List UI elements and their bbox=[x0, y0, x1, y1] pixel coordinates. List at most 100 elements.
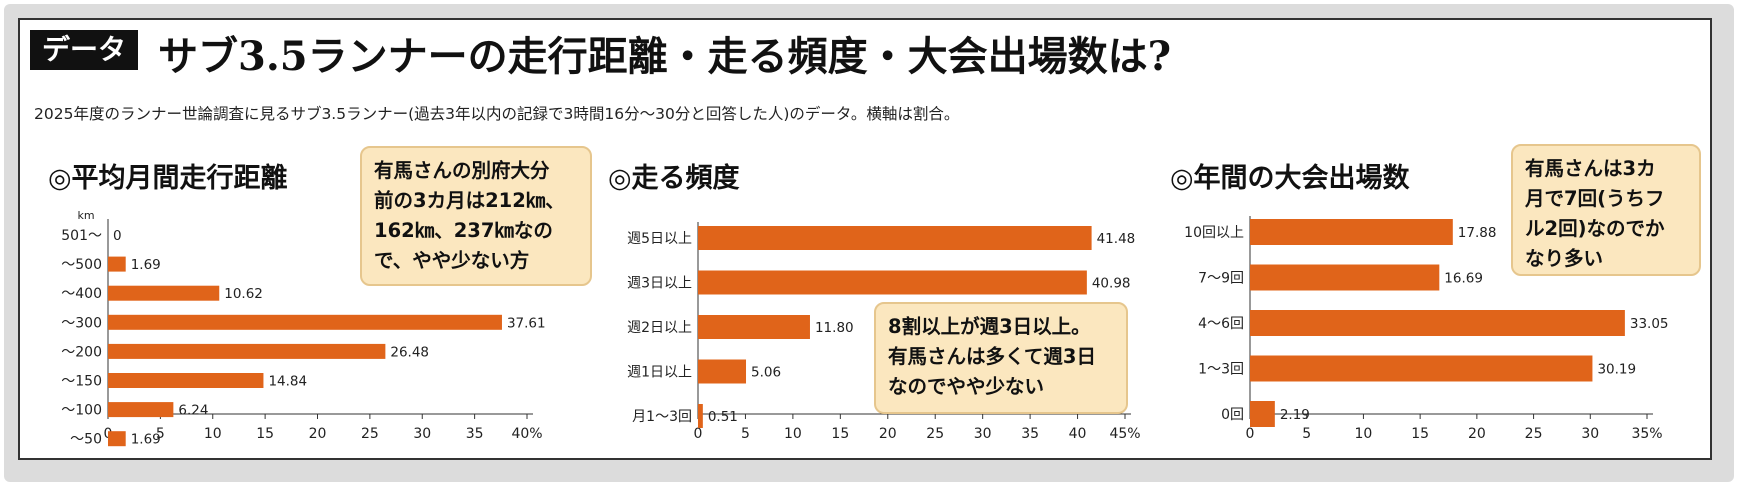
x-tick-label: 40% bbox=[511, 426, 542, 442]
x-tick-label: 20 bbox=[309, 426, 327, 442]
data-label: 2.19 bbox=[1280, 407, 1310, 423]
x-tick-label: 15 bbox=[831, 426, 849, 442]
x-tick-label: 30 bbox=[974, 426, 992, 442]
data-label: 6.24 bbox=[178, 403, 208, 419]
x-tick-label: 20 bbox=[879, 426, 897, 442]
x-tick-label: 10 bbox=[784, 426, 802, 442]
category-label: 〜200 bbox=[61, 344, 102, 360]
category-label: 〜100 bbox=[61, 403, 102, 419]
unit-label: km bbox=[77, 209, 94, 222]
category-label: 月1〜3回 bbox=[632, 409, 692, 425]
bar bbox=[108, 431, 126, 447]
category-label: 4〜6回 bbox=[1198, 316, 1244, 332]
category-label: 週1日以上 bbox=[627, 365, 692, 381]
data-tag: データ bbox=[30, 30, 139, 70]
x-tick-label: 0 bbox=[694, 426, 703, 442]
x-tick-label: 5 bbox=[741, 426, 750, 442]
callout-distance: 有馬さんの別府大分 前の3カ月は212㎞、 162㎞、237㎞なの で、やや少ない方 bbox=[360, 146, 592, 286]
category-label: 〜150 bbox=[61, 374, 102, 390]
data-label: 0.51 bbox=[708, 409, 738, 425]
data-label: 41.48 bbox=[1097, 231, 1136, 247]
bar bbox=[698, 270, 1087, 295]
data-label: 10.62 bbox=[224, 286, 263, 302]
chart-title-races: ◎年間の大会出場数 bbox=[1170, 163, 1410, 194]
callout-line: 有馬さんは3カ bbox=[1525, 157, 1656, 180]
category-label: 週2日以上 bbox=[627, 320, 692, 336]
bar bbox=[108, 285, 220, 301]
x-tick-label: 25 bbox=[1525, 426, 1543, 442]
page-title: サブ3.5ランナーの走行距離・走る頻度・大会出場数は? bbox=[158, 33, 1172, 80]
page-subtitle: 2025年度のランナー世論調査に見るサブ3.5ランナー(過去3年以内の記録で3時… bbox=[34, 105, 960, 123]
x-tick-label: 30 bbox=[1581, 426, 1599, 442]
bar bbox=[698, 359, 747, 384]
callout-line: 前の3カ月は212㎞、 bbox=[374, 189, 565, 212]
callout-line: 162㎞、237㎞なの bbox=[374, 219, 553, 242]
data-label: 26.48 bbox=[390, 344, 429, 360]
data-label: 33.05 bbox=[1630, 316, 1669, 332]
x-tick-label: 15 bbox=[256, 426, 274, 442]
chart-title-frequency: ◎走る頻度 bbox=[608, 163, 740, 194]
bar bbox=[1250, 264, 1440, 291]
x-tick-label: 40 bbox=[1069, 426, 1087, 442]
x-tick-label: 5 bbox=[156, 426, 165, 442]
category-label: 〜400 bbox=[61, 286, 102, 302]
data-label: 16.69 bbox=[1444, 271, 1483, 287]
bar bbox=[108, 402, 174, 418]
x-tick-label: 10 bbox=[204, 426, 222, 442]
data-label: 0 bbox=[113, 228, 122, 244]
data-label: 40.98 bbox=[1092, 276, 1131, 292]
x-tick-label: 15 bbox=[1411, 426, 1429, 442]
callout-races: 有馬さんは3カ 月で7回(うちフ ル2回)なのでか なり多い bbox=[1511, 144, 1701, 276]
callout-line: ル2回)なのでか bbox=[1525, 217, 1665, 240]
bar bbox=[108, 373, 264, 388]
data-label: 1.69 bbox=[131, 257, 161, 273]
x-tick-label: 30 bbox=[413, 426, 431, 442]
callout-frequency: 8割以上が週3日以上。 有馬さんは多くて週3日 なのでやや少ない bbox=[874, 302, 1128, 414]
x-tick-label: 0 bbox=[1246, 426, 1255, 442]
bar bbox=[108, 314, 502, 330]
callout-line: 月で7回(うちフ bbox=[1525, 187, 1665, 210]
category-label: 〜500 bbox=[61, 257, 102, 273]
bar bbox=[108, 343, 386, 359]
bar bbox=[1250, 310, 1625, 336]
data-label: 17.88 bbox=[1458, 225, 1497, 241]
category-label: 〜50 bbox=[70, 432, 102, 448]
category-label: 7〜9回 bbox=[1198, 271, 1244, 287]
callout-line: なり多い bbox=[1525, 247, 1604, 270]
data-label: 30.19 bbox=[1597, 362, 1636, 378]
category-label: 週5日以上 bbox=[627, 231, 692, 247]
bar bbox=[698, 404, 703, 428]
x-tick-label: 5 bbox=[1302, 426, 1311, 442]
data-label: 14.84 bbox=[268, 374, 307, 390]
x-tick-label: 10 bbox=[1355, 426, 1373, 442]
x-tick-label: 35 bbox=[466, 426, 484, 442]
x-tick-label: 20 bbox=[1468, 426, 1486, 442]
data-label: 5.06 bbox=[751, 365, 781, 381]
data-label: 11.80 bbox=[815, 320, 854, 336]
data-label: 1.69 bbox=[131, 432, 161, 448]
callout-line: で、やや少ない方 bbox=[374, 249, 530, 272]
x-tick-label: 25 bbox=[361, 426, 379, 442]
bar bbox=[1250, 219, 1453, 245]
category-label: 501〜 bbox=[61, 228, 102, 244]
category-label: 〜300 bbox=[61, 315, 102, 331]
callout-line: 8割以上が週3日以上。 bbox=[888, 315, 1091, 338]
data-label: 37.61 bbox=[507, 315, 546, 331]
category-label: 週3日以上 bbox=[627, 276, 692, 292]
bar bbox=[698, 315, 810, 339]
bar bbox=[1250, 355, 1593, 382]
bar bbox=[698, 226, 1092, 250]
category-label: 0回 bbox=[1221, 407, 1244, 423]
x-tick-label: 45% bbox=[1109, 426, 1140, 442]
x-tick-label: 35 bbox=[1021, 426, 1039, 442]
x-tick-label: 25 bbox=[926, 426, 944, 442]
callout-line: 有馬さんの別府大分 bbox=[374, 159, 550, 182]
x-tick-label: 35% bbox=[1631, 426, 1662, 442]
bar bbox=[108, 256, 126, 272]
callout-line: 有馬さんは多くて週3日 bbox=[888, 345, 1096, 368]
callout-line: なのでやや少ない bbox=[888, 375, 1045, 398]
chart-title-distance: ◎平均月間走行距離 bbox=[48, 163, 288, 194]
bar bbox=[1250, 401, 1275, 427]
category-label: 1〜3回 bbox=[1198, 362, 1244, 378]
